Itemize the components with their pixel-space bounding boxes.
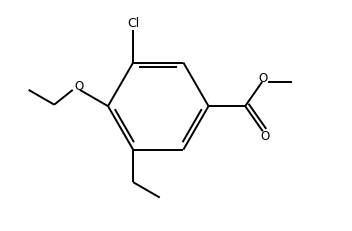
Text: O: O: [75, 79, 84, 92]
Text: Cl: Cl: [127, 17, 139, 30]
Text: O: O: [260, 129, 270, 142]
Text: O: O: [258, 71, 268, 84]
